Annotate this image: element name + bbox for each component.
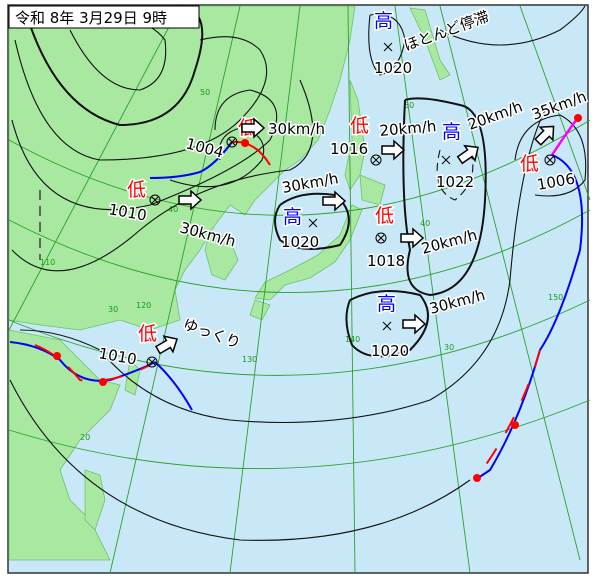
lat-label: 20 [80,433,90,442]
high-label: 高 [374,10,393,32]
low-center-icon [370,154,382,166]
pressure-value: 1018 [367,252,405,270]
lon-label: 140 [345,335,360,344]
lon-label: 130 [242,355,257,364]
low-label: 低 [350,115,369,137]
high-center-icon [308,218,318,228]
pressure-value: 1022 [436,173,474,191]
isobars [9,5,587,541]
lat-label: 30 [108,305,118,314]
pressure-value: 1020 [281,233,319,251]
land-masses [8,5,451,561]
fronts [9,114,584,482]
low-label: 低 [138,323,157,345]
map-title: 令和 8年 3月29日 9時 [15,9,167,27]
movement-speed: 30km/h [268,120,325,138]
low-center-icon [226,136,238,148]
high-center-icon [441,155,451,165]
lat-label: 40 [420,219,430,228]
low-label: 低 [375,205,394,227]
lat-label: 50 [404,101,414,110]
pressure-value: 1020 [371,342,409,360]
high-label: 高 [442,121,461,143]
low-label: 低 [127,179,146,201]
title-box [8,5,200,29]
high-label: 高 [377,293,396,315]
pressure-system: 低 1016 20km/h [329,114,439,166]
low-center-icon [149,194,161,206]
high-label: 高 [283,206,302,228]
lat-label: 40 [168,205,178,214]
low-center-icon [544,154,556,166]
low-center-icon [375,232,387,244]
pressure-value: 1020 [374,59,412,77]
lon-label: 110 [40,258,55,267]
lat-lon-grid: 50 40 30 20 50 40 30 110 120 130 140 150 [8,5,591,574]
pressure-value: 1016 [330,140,368,158]
lon-label: 150 [548,293,563,302]
lon-label: 120 [136,301,151,310]
lat-label: 50 [200,88,210,97]
low-label: 低 [520,153,539,175]
low-center-icon [146,356,158,368]
high-center-icon [383,42,393,52]
high-center-icon [382,321,392,331]
lat-label: 30 [444,343,454,352]
